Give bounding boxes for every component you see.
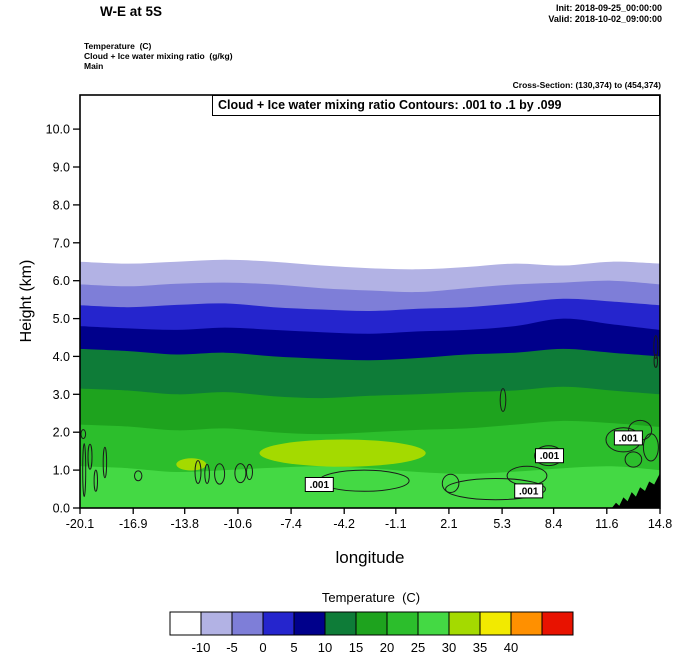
y-tick-label: 3.0	[53, 388, 70, 402]
cloud-contour-line	[653, 354, 658, 368]
y-tick-label: 4.0	[53, 350, 70, 364]
cloud-contour-line	[624, 451, 643, 468]
x-tick-label: -10.6	[224, 517, 253, 531]
x-tick-label: 14.8	[648, 517, 672, 531]
x-axis-title: longitude	[335, 548, 405, 567]
colorbar-cell	[169, 611, 202, 636]
x-tick-label: -13.8	[170, 517, 199, 531]
cloud-contour-line	[234, 463, 247, 484]
x-tick-label: -4.2	[333, 517, 355, 531]
contour-label: .001	[540, 451, 560, 462]
cloud-contour-line	[642, 433, 659, 462]
colorbar-cell	[355, 611, 388, 636]
colorbar-cell	[448, 611, 481, 636]
y-tick-label: 2.0	[53, 426, 70, 440]
cloud-contour-line	[204, 463, 210, 484]
contour-label-box	[613, 430, 643, 446]
colorbar-cell	[324, 611, 357, 636]
temperature-band	[80, 466, 660, 508]
colorbar-tick-label: 0	[259, 640, 266, 655]
cloud-contour-line	[80, 429, 87, 440]
colorbar-cell	[541, 611, 574, 636]
legend-temperature: Temperature (C)	[84, 41, 152, 51]
cloud-contour-line	[134, 470, 143, 482]
legend-cloud-ice: Cloud + Ice water mixing ratio (g/kg)	[84, 51, 233, 61]
field-legend: Temperature (C) Cloud + Ice water mixing…	[84, 41, 233, 71]
y-tick-label: 0.0	[53, 502, 70, 516]
colorbar-tick-label: 15	[349, 640, 363, 655]
contour-label-box	[304, 477, 334, 492]
colorbar-cell	[200, 611, 233, 636]
cloud-contour-line	[441, 473, 460, 493]
contour-label: .001	[619, 433, 639, 444]
y-tick-label: 8.0	[53, 198, 70, 212]
x-tick-label: -7.4	[280, 517, 302, 531]
terrain	[611, 473, 660, 508]
contour-label: .001	[310, 480, 330, 491]
colorbar-tick-label: -10	[192, 640, 211, 655]
x-tick-label: -1.1	[385, 517, 407, 531]
valid-timestamp: Valid: 2018-10-02_09:00:00	[548, 14, 662, 24]
cloud-contour-line	[445, 478, 546, 501]
x-tick-label: 5.3	[493, 517, 510, 531]
cloud-contour-line	[87, 443, 93, 470]
colorbar-cell	[262, 611, 295, 636]
colorbar-cell	[417, 611, 450, 636]
x-tick-label: -20.1	[66, 517, 95, 531]
y-tick-label: 5.0	[53, 312, 70, 326]
y-tick-label: 1.0	[53, 464, 70, 478]
cloud-contour-line	[82, 443, 87, 498]
x-tick-label: 11.6	[595, 517, 618, 531]
colorbar-tick-label: 35	[473, 640, 487, 655]
x-tick-label: 2.1	[440, 517, 457, 531]
init-timestamp: Init: 2018-09-25_00:00:00	[555, 3, 662, 13]
cloud-contour-line	[102, 446, 108, 479]
contour-label-box	[514, 483, 544, 499]
cross-section-info: Cross-Section: (130,374) to (454,374)	[512, 80, 661, 90]
warm-patch	[176, 458, 207, 471]
cloud-contour-line	[214, 463, 226, 485]
colorbar-tick-label: -5	[226, 640, 238, 655]
colorbar-cell	[293, 611, 326, 636]
y-tick-label: 6.0	[53, 274, 70, 288]
legend-main: Main	[84, 61, 104, 71]
contour-label-box	[535, 448, 564, 464]
colorbar-cell	[510, 611, 543, 636]
contour-info-box: Cloud + Ice water mixing ratio Contours:…	[212, 95, 660, 116]
colorbar-tick-label: 25	[411, 640, 425, 655]
colorbar-title: Temperature (C)	[321, 590, 421, 605]
colorbar-cell	[479, 611, 512, 636]
cloud-contour-line	[246, 463, 253, 481]
cloud-contour-line	[653, 335, 659, 359]
warm-patch	[259, 439, 426, 467]
y-tick-label: 9.0	[53, 161, 70, 175]
colorbar-tick-label: 40	[504, 640, 518, 655]
page-title: W-E at 5S	[100, 4, 162, 19]
cloud-contour-line	[93, 469, 99, 492]
colorbar-tick-label: 30	[442, 640, 456, 655]
colorbar-tick-label: 5	[290, 640, 297, 655]
cloud-contour-line	[194, 460, 202, 484]
colorbar-tick-label: 20	[380, 640, 394, 655]
x-tick-label: 8.4	[545, 517, 562, 531]
contour-label: .001	[519, 486, 539, 497]
colorbar-tick-label: 10	[318, 640, 332, 655]
colorbar-cell	[386, 611, 419, 636]
cloud-contour-line	[499, 388, 507, 412]
y-tick-label: 10.0	[46, 123, 70, 137]
y-axis-title: Height (km)	[18, 259, 35, 343]
y-tick-label: 7.0	[53, 236, 70, 250]
colorbar-cell	[231, 611, 264, 636]
x-tick-label: -16.9	[119, 517, 148, 531]
contour-info-text: Cloud + Ice water mixing ratio Contours:…	[218, 98, 562, 112]
timestamps: Init: 2018-09-25_00:00:00 Valid: 2018-10…	[548, 3, 662, 25]
